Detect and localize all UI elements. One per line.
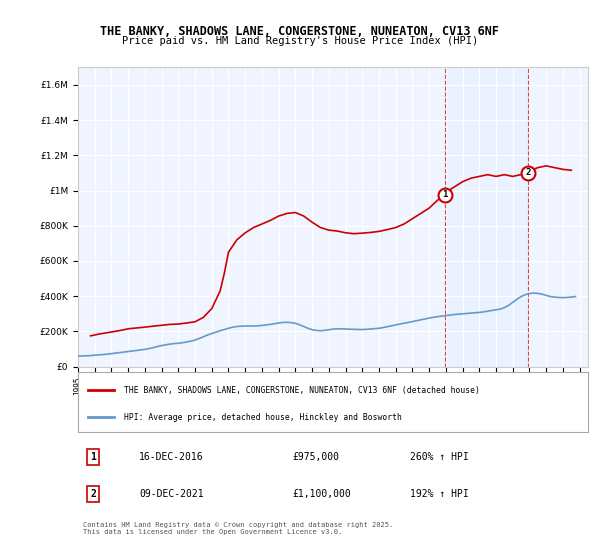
Text: 16-DEC-2016: 16-DEC-2016: [139, 452, 204, 462]
Text: 2: 2: [526, 169, 531, 178]
Bar: [445, 67, 529, 367]
Text: Contains HM Land Registry data © Crown copyright and database right 2025.
This d: Contains HM Land Registry data © Crown c…: [83, 522, 394, 535]
Text: £1,100,000: £1,100,000: [292, 489, 351, 500]
Text: 192% ↑ HPI: 192% ↑ HPI: [409, 489, 468, 500]
Text: 2: 2: [91, 489, 96, 500]
Text: 1: 1: [443, 190, 448, 199]
Text: Price paid vs. HM Land Registry's House Price Index (HPI): Price paid vs. HM Land Registry's House …: [122, 36, 478, 46]
Text: 1: 1: [91, 452, 96, 462]
Text: HPI: Average price, detached house, Hinckley and Bosworth: HPI: Average price, detached house, Hinc…: [124, 413, 402, 422]
Text: THE BANKY, SHADOWS LANE, CONGERSTONE, NUNEATON, CV13 6NF: THE BANKY, SHADOWS LANE, CONGERSTONE, NU…: [101, 25, 499, 38]
Text: 09-DEC-2021: 09-DEC-2021: [139, 489, 204, 500]
Text: £975,000: £975,000: [292, 452, 339, 462]
Text: 260% ↑ HPI: 260% ↑ HPI: [409, 452, 468, 462]
Text: THE BANKY, SHADOWS LANE, CONGERSTONE, NUNEATON, CV13 6NF (detached house): THE BANKY, SHADOWS LANE, CONGERSTONE, NU…: [124, 386, 480, 395]
